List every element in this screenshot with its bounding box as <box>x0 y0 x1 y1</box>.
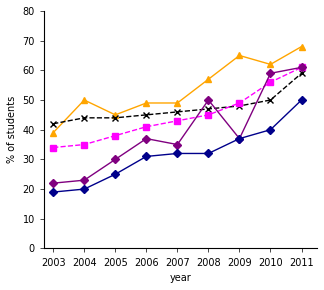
X-axis label: year: year <box>169 273 191 283</box>
Y-axis label: % of students: % of students <box>7 96 17 163</box>
